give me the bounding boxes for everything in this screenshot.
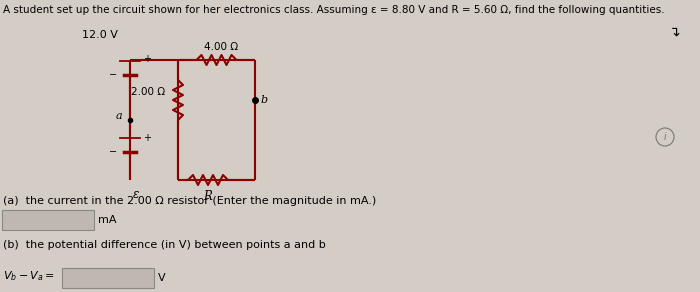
Text: −: −	[109, 147, 117, 157]
Text: a: a	[116, 111, 122, 121]
Text: $V_b - V_a =$: $V_b - V_a =$	[3, 269, 55, 283]
Text: +: +	[143, 54, 151, 64]
FancyBboxPatch shape	[2, 210, 94, 230]
Text: (a)  the current in the 2.00 Ω resistor (Enter the magnitude in mA.): (a) the current in the 2.00 Ω resistor (…	[3, 196, 377, 206]
Text: 2.00 Ω: 2.00 Ω	[131, 87, 165, 97]
Text: 4.00 Ω: 4.00 Ω	[204, 42, 239, 52]
FancyBboxPatch shape	[62, 268, 154, 288]
Text: i: i	[664, 132, 666, 142]
Text: V: V	[158, 273, 166, 283]
Text: ↴: ↴	[669, 25, 681, 39]
Text: +: +	[143, 133, 151, 143]
Text: b: b	[261, 95, 268, 105]
Text: (b)  the potential difference (in V) between points a and b: (b) the potential difference (in V) betw…	[3, 240, 326, 250]
Text: −: −	[109, 70, 117, 80]
Text: mA: mA	[98, 215, 116, 225]
Text: R: R	[204, 190, 212, 203]
Text: A student set up the circuit shown for her electronics class. Assuming ε = 8.80 : A student set up the circuit shown for h…	[3, 5, 664, 15]
Text: ε: ε	[133, 188, 139, 201]
Text: 12.0 V: 12.0 V	[82, 30, 118, 40]
